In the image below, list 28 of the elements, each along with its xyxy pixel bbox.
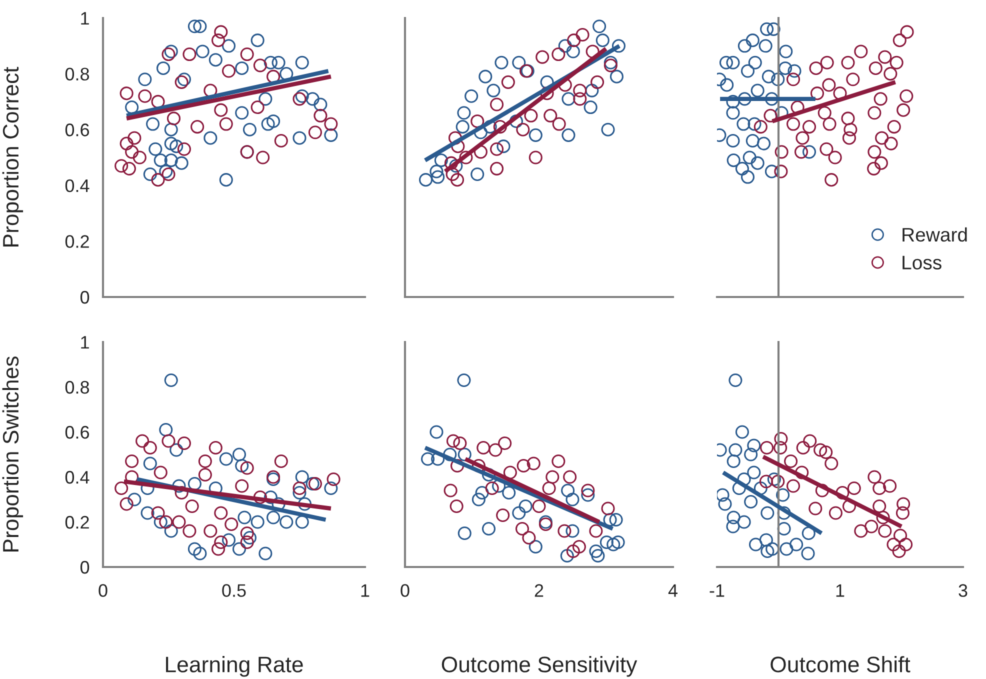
y-tick-label: 0.8 <box>65 380 90 394</box>
x-tick-label: 3 <box>958 584 968 597</box>
legend-label: Reward <box>902 227 967 242</box>
y-tick-label: 0 <box>80 560 90 574</box>
x-axis-title: Learning Rate <box>166 656 303 677</box>
legend-label: Loss <box>902 256 942 270</box>
y-tick-label: 0.2 <box>65 516 89 529</box>
x-tick-label: 4 <box>668 584 678 597</box>
y-axis-title: Proportion Switches <box>2 356 24 552</box>
x-tick-label: 2 <box>534 584 544 597</box>
y-tick-label: 0.6 <box>65 426 90 439</box>
y-tick-label: 0.4 <box>65 179 90 192</box>
y-tick-label: 1 <box>81 12 89 25</box>
x-tick-label: -1 <box>710 584 724 597</box>
y-tick-label: 1 <box>81 336 89 349</box>
y-tick-label: 0.6 <box>65 124 90 136</box>
y-tick-label: 0.4 <box>65 470 90 484</box>
y-tick-label: 0.2 <box>65 235 89 248</box>
y-tick-label: 0.8 <box>65 68 90 81</box>
x-tick-label: 0.5 <box>222 584 246 597</box>
x-tick-label: 1 <box>836 584 844 597</box>
x-axis-title: Outcome Shift <box>770 656 910 672</box>
x-axis-title: Outcome Sensitivity <box>442 656 638 677</box>
x-tick-label: 1 <box>361 584 370 597</box>
x-tick-label: 0 <box>400 584 410 597</box>
x-tick-label: 0 <box>98 584 108 597</box>
y-axis-title: Proportion Correct <box>2 66 24 246</box>
y-tick-label: 0 <box>80 290 90 304</box>
